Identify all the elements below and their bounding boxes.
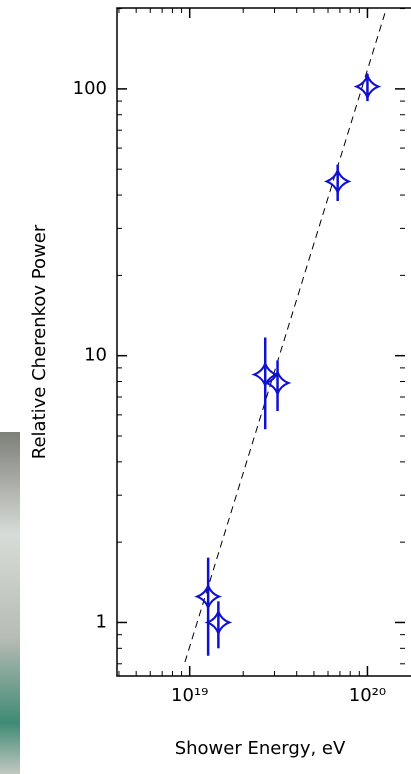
x-axis-label: Shower Energy, eV <box>175 738 346 759</box>
point <box>194 582 222 611</box>
x-tick-label: 10¹⁹ <box>171 685 208 706</box>
plot-frame <box>116 7 411 677</box>
point <box>353 72 382 101</box>
point <box>263 369 292 397</box>
y-axis-label: Relative Cherenkov Power <box>29 224 50 459</box>
fit-line <box>184 7 387 663</box>
y-tick-label: 100 <box>73 78 107 99</box>
y-tick-label: 1 <box>96 611 107 632</box>
x-tick-label: 10²⁰ <box>349 685 386 706</box>
point <box>323 167 352 196</box>
y-tick-label: 10 <box>84 345 107 366</box>
photo-fragment <box>0 432 20 774</box>
point <box>204 608 233 637</box>
